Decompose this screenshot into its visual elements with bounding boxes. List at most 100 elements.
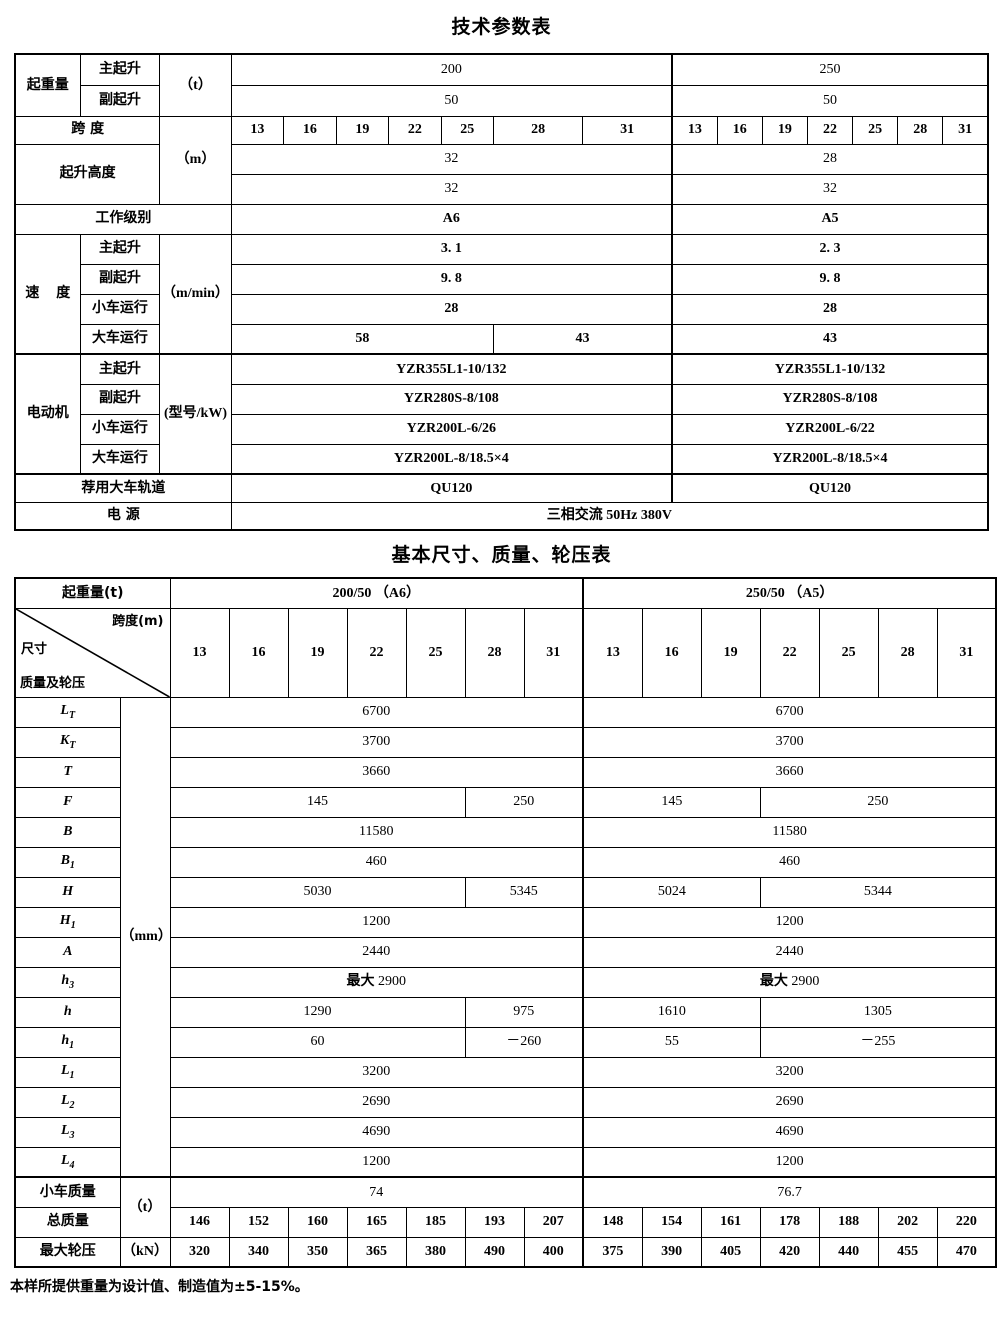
dims-span-right-2: 19	[700, 607, 761, 698]
value-duty-left: A6	[230, 203, 673, 235]
value-max-wheel-load-right: 375	[582, 1236, 643, 1268]
dimension-value-cell: 最大 2900	[169, 966, 585, 998]
table-row-capacity-main: 起重量 主起升 （t） 200 250	[14, 53, 989, 117]
dimension-symbol-label: L1	[14, 1056, 121, 1088]
span-header-left-2: 19	[335, 115, 390, 145]
dimension-value-cell: 6700	[169, 696, 585, 728]
value-lift-height-aux-right: 32	[671, 173, 989, 205]
dims-span-left-5: 28	[464, 607, 525, 698]
value-max-wheel-load-right: 470	[936, 1236, 997, 1268]
row-label-rail: 荐用大车轨道	[14, 473, 232, 503]
value-motor-crane-left: YZR200L-8/18.5×4	[230, 443, 673, 475]
dimension-symbol-label: B	[14, 816, 121, 848]
value-trolley-mass-left: 74	[169, 1176, 585, 1208]
dimension-symbol-label: h3	[14, 966, 121, 998]
value-max-wheel-load-right: 455	[877, 1236, 938, 1268]
value-total-mass-left: 152	[228, 1206, 289, 1238]
value-max-wheel-load-right: 420	[759, 1236, 820, 1268]
dimension-value-cell: 60	[169, 1026, 466, 1058]
dimension-value-cell: 250	[759, 786, 997, 818]
table-row-lift-height-main: 起升高度 32 28	[14, 143, 989, 205]
diag-label-span: 跨度(m)	[112, 613, 164, 629]
table-row-speed-trolley: 小车运行 28 28	[15, 293, 989, 325]
span-header-right-1: 16	[716, 115, 763, 145]
dimension-symbol-label: F	[14, 786, 121, 818]
dimension-value-cell: 1200	[582, 1146, 997, 1178]
row-label-aux-hoist: 副起升	[79, 84, 161, 117]
dimension-value-cell: 460	[169, 846, 585, 878]
span-header-left-0: 13	[230, 115, 285, 145]
table-row-motor-crane: 大车运行 YZR200L-8/18.5×4 YZR200L-8/18.5×4	[15, 443, 989, 475]
dims-span-left-1: 16	[228, 607, 289, 698]
dimension-value-cell: 1200	[169, 1146, 585, 1178]
dimension-value-cell: 3200	[582, 1056, 997, 1088]
dimension-symbol-label: L4	[14, 1146, 121, 1178]
value-motor-crane-right: YZR200L-8/18.5×4	[671, 443, 989, 475]
value-motor-aux-left: YZR280S-8/108	[230, 383, 673, 415]
dimension-symbol-label: H1	[14, 906, 121, 938]
table-row-dimension: L2 2690 2690	[14, 1086, 997, 1118]
table-row-speed-main: 速 度 主起升 （m/min） 3. 1 2. 3	[14, 233, 989, 355]
table-row-dimension: T 3660 3660	[14, 756, 997, 788]
value-max-wheel-load-right: 390	[641, 1236, 702, 1268]
dimension-value-cell: 4690	[169, 1116, 585, 1148]
value-speed-crane-left-a: 58	[230, 323, 495, 355]
dimension-symbol-label: H	[14, 876, 121, 908]
span-header-right-6: 31	[942, 115, 989, 145]
row-label-trolley-mass: 小车质量	[14, 1176, 121, 1208]
dimension-value-cell: 5344	[759, 876, 997, 908]
row-label-motor-main-hoist: 主起升	[79, 353, 161, 385]
value-speed-main-left: 3. 1	[230, 233, 673, 265]
dimension-value-cell: 2690	[169, 1086, 585, 1118]
table-row-speed-aux: 副起升 9. 8 9. 8	[15, 263, 989, 295]
table-row-dimension: F 145 250 145 250	[14, 786, 997, 818]
value-total-mass-left: 146	[169, 1206, 230, 1238]
dimension-value-cell: 460	[582, 846, 997, 878]
value-capacity-aux-right: 50	[671, 84, 989, 117]
row-label-duty-class: 工作级别	[14, 203, 232, 235]
row-label-motor-trolley: 小车运行	[79, 413, 161, 445]
technical-parameters-table: 起重量 主起升 （t） 200 250 副起升 50 50 跨 度 （m） 13…	[14, 53, 989, 531]
dimension-value-cell: 3700	[169, 726, 585, 758]
value-lift-height-aux-left: 32	[230, 173, 673, 205]
span-header-right-4: 25	[851, 115, 899, 145]
table-row-motor-main: 电动机 主起升 (型号/kW) YZR355L1-10/132 YZR355L1…	[14, 353, 989, 475]
dimension-value-cell: 最大 2900	[582, 966, 997, 998]
row-label-span: 跨 度	[14, 115, 161, 145]
span-header-left-6: 31	[582, 115, 674, 145]
value-rail-left: QU120	[230, 473, 673, 503]
row-label-speed: 速 度	[14, 233, 81, 355]
dims-span-right-6: 31	[936, 607, 997, 698]
value-speed-aux-left: 9. 8	[230, 263, 673, 295]
table-row-dimension: H 5030 5345 5024 5344	[14, 876, 997, 908]
value-speed-aux-right: 9. 8	[671, 263, 989, 295]
dimension-value-cell: 975	[464, 996, 585, 1028]
dims-span-right-5: 28	[877, 607, 938, 698]
value-max-wheel-load-left: 340	[228, 1236, 289, 1268]
dimension-symbol-label: T	[14, 756, 121, 788]
group-header-left: 200/50 （A6）	[169, 577, 585, 609]
span-header-right-3: 22	[806, 115, 854, 145]
dimension-symbol-label: h	[14, 996, 121, 1028]
table-row-power: 电 源 三相交流 50Hz 380V	[14, 501, 989, 531]
unit-motor: (型号/kW)	[159, 353, 232, 475]
value-lift-height-main-right: 28	[671, 143, 989, 175]
dimension-value-cell: －255	[759, 1026, 997, 1058]
dimension-value-cell: 4690	[582, 1116, 997, 1148]
span-header-left-4: 25	[440, 115, 495, 145]
table-row-capacity-aux: 副起升 50 50	[15, 84, 989, 117]
row-label-capacity: 起重量	[14, 53, 81, 117]
diagonal-header-cell: 跨度(m) 尺寸 质量及轮压	[14, 607, 171, 698]
row-label-speed-trolley: 小车运行	[79, 293, 161, 325]
dimension-value-cell: 145	[582, 786, 761, 818]
table-row-dimension: B1 460 460	[14, 846, 997, 878]
unit-speed: （m/min）	[159, 233, 232, 355]
value-max-wheel-load-left: 320	[169, 1236, 230, 1268]
table-row-rail: 荐用大车轨道 QU120 QU120	[14, 473, 989, 503]
dimension-value-cell: 3660	[582, 756, 997, 788]
group-header-right: 250/50 （A5）	[582, 577, 997, 609]
dimension-value-cell: 11580	[582, 816, 997, 848]
dims-span-left-0: 13	[169, 607, 230, 698]
value-motor-main-right: YZR355L1-10/132	[671, 353, 989, 385]
dimension-symbol-label: A	[14, 936, 121, 968]
